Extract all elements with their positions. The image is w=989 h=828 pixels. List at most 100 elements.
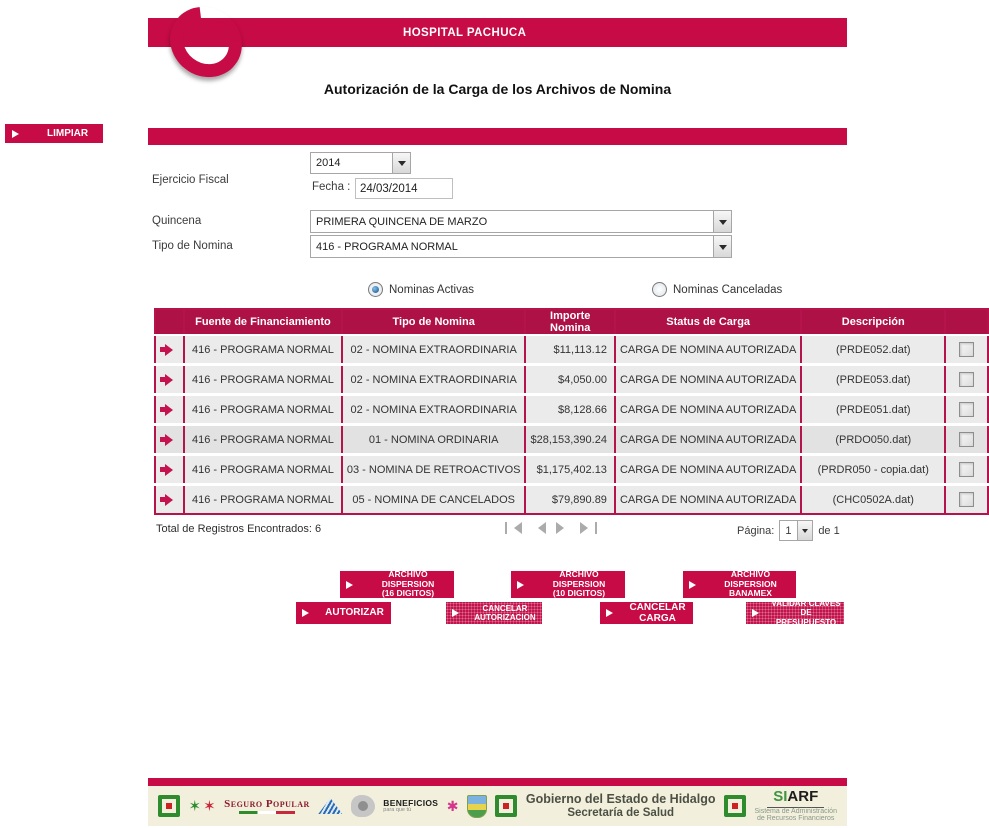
chevron-down-icon [718, 244, 727, 254]
prev-page-icon[interactable] [532, 522, 546, 534]
archivo-dispersion-10-button[interactable]: ARCHIVO DISPERSION (10 DIGITOS) [511, 568, 625, 599]
health-brackets-logo-icon [495, 795, 518, 817]
row-arrow-icon[interactable] [160, 403, 179, 416]
row-arrow-icon[interactable] [160, 463, 179, 476]
year-value: 2014 [316, 157, 341, 169]
tipo-nomina-select[interactable]: 416 - PROGRAMA NORMAL [310, 235, 732, 258]
pagina-label: Página: [737, 524, 775, 537]
row-arrow-icon[interactable] [160, 433, 179, 446]
autorizar-button[interactable]: AUTORIZAR [296, 602, 391, 624]
row-arrow-icon[interactable] [160, 373, 179, 386]
header-tipo: Tipo de Nomina [341, 309, 527, 336]
cell-importe: $8,128.66 [525, 394, 616, 426]
health-brackets-logo-icon [724, 795, 746, 817]
siarf-logo: SIARF Sistema de Administración de Recur… [754, 788, 836, 823]
page-title: Autorización de la Carga de los Archivos… [323, 81, 672, 97]
cell-descripcion: (PRDE051.dat) [801, 394, 947, 426]
siarf-wordmark: SIARF [767, 788, 825, 808]
cell-fuente: 416 - PROGRAMA NORMAL [184, 364, 343, 396]
year-select[interactable]: 2014 [310, 152, 411, 174]
nominas-activas-label: Nominas Activas [389, 283, 475, 296]
archivo-dispersion-banamex-button[interactable]: ARCHIVO DISPERSION BANAMEX [683, 569, 796, 598]
dropdown-button[interactable] [392, 153, 410, 173]
cell-tipo: 02 - NOMINA EXTRAORDINARIA [341, 335, 527, 366]
fecha-label: Fecha : [312, 181, 351, 193]
row-checkbox[interactable] [959, 462, 975, 477]
button-arrow-icon [689, 580, 700, 589]
cell-tipo: 02 - NOMINA EXTRAORDINARIA [341, 364, 527, 396]
seguro-popular-logo: Seguro Popular [224, 798, 310, 814]
cell-fuente: 416 - PROGRAMA NORMAL [184, 394, 343, 426]
button-label: ARCHIVO DISPERSION (16 DIGITOS) [381, 568, 435, 599]
logo-ring [155, 0, 257, 92]
table-row: 416 - PROGRAMA NORMAL 03 - NOMINA DE RET… [155, 454, 988, 486]
button-label: ARCHIVO DISPERSION (10 DIGITOS) [552, 568, 606, 599]
cancelar-autorizacion-button[interactable]: CANCELAR AUTORIZACION [446, 602, 542, 624]
pager [505, 522, 597, 534]
first-page-icon[interactable] [505, 522, 522, 534]
button-label: AUTORIZAR [325, 607, 384, 619]
tipo-nomina-label: Tipo de Nomina [152, 240, 233, 252]
header-check-col [945, 309, 988, 336]
cell-tipo: 02 - NOMINA EXTRAORDINARIA [341, 394, 527, 426]
cell-status: CARGA DE NOMINA AUTORIZADA [614, 335, 803, 366]
validar-claves-button[interactable]: VALIDAR CLAVES DE PRESUPUESTO [746, 599, 844, 627]
limpiar-button[interactable]: LIMPIAR [5, 124, 103, 143]
row-arrow-icon[interactable] [160, 493, 179, 506]
cell-tipo: 05 - NOMINA DE CANCELADOS [341, 484, 527, 514]
next-page-icon[interactable] [556, 522, 570, 534]
button-label: CANCELAR CARGA [629, 601, 686, 625]
ejercicio-fiscal-label: Ejercicio Fiscal [152, 174, 229, 186]
beneficios-star-icon: ✱ [446, 798, 459, 814]
seguro-popular-label: Seguro Popular [224, 798, 310, 810]
page-value: 1 [785, 524, 792, 537]
button-arrow-icon [12, 129, 23, 138]
dropdown-button[interactable] [713, 211, 731, 232]
header-status: Status de Carga [614, 309, 803, 336]
cell-descripcion: (PRDO050.dat) [801, 424, 947, 456]
footer-band: ✶ ✶ Seguro Popular BENEFICIOS para que tú… [148, 786, 847, 826]
form-header-strip [148, 128, 847, 145]
quincena-select[interactable]: PRIMERA QUINCENA DE MARZO [310, 210, 732, 233]
page-group: Página: 1 de 1 [737, 520, 840, 541]
cell-status: CARGA DE NOMINA AUTORIZADA [614, 364, 803, 396]
cell-importe: $1,175,402.13 [525, 454, 616, 486]
button-arrow-icon [346, 580, 357, 589]
page-select[interactable]: 1 [779, 520, 814, 541]
dropdown-button[interactable] [797, 521, 813, 540]
radio-nominas-activas[interactable]: Nominas Activas [368, 282, 474, 297]
button-arrow-icon [752, 609, 763, 617]
cell-descripcion: (PRDE053.dat) [801, 364, 947, 396]
dropdown-button[interactable] [713, 236, 731, 257]
cell-status: CARGA DE NOMINA AUTORIZADA [614, 424, 803, 456]
gobierno-line1: Gobierno del Estado de Hidalgo [525, 792, 716, 807]
last-page-icon[interactable] [580, 522, 597, 534]
archivo-dispersion-16-button[interactable]: ARCHIVO DISPERSION (16 DIGITOS) [340, 568, 454, 599]
row-checkbox[interactable] [959, 372, 975, 387]
cell-tipo: 03 - NOMINA DE RETROACTIVOS [341, 454, 527, 486]
nomina-table: Fuente de Financiamiento Tipo de Nomina … [154, 308, 989, 515]
row-checkbox[interactable] [959, 492, 975, 507]
beneficios-logo: BENEFICIOS para que tú [383, 799, 438, 813]
radio-unselected-icon [652, 282, 667, 297]
cancelar-carga-button[interactable]: CANCELAR CARGA [600, 602, 693, 624]
row-checkbox[interactable] [959, 402, 975, 417]
fecha-input[interactable] [355, 178, 453, 199]
beneficios-sub-label: para que tú [383, 806, 412, 813]
siarf-sub-line2: de Recursos Financieros [757, 815, 835, 823]
gobierno-line2: Secretaría de Salud [567, 806, 675, 819]
row-checkbox[interactable] [959, 342, 975, 357]
cell-fuente: 416 - PROGRAMA NORMAL [184, 454, 343, 486]
header-arrow-col [155, 309, 185, 336]
row-checkbox[interactable] [959, 432, 975, 447]
health-brackets-logo-icon [158, 795, 180, 817]
cell-status: CARGA DE NOMINA AUTORIZADA [614, 454, 803, 486]
cell-importe: $11,113.12 [525, 335, 616, 366]
radio-nominas-canceladas[interactable]: Nominas Canceladas [652, 282, 782, 297]
button-arrow-icon [302, 609, 313, 617]
button-label: VALIDAR CLAVES DE PRESUPUESTO [771, 599, 841, 627]
limpiar-label: LIMPIAR [47, 128, 89, 139]
dancing-figures-icon: ✶ ✶ [188, 797, 216, 815]
hidalgo-map-seal-icon [350, 795, 375, 817]
row-arrow-icon[interactable] [160, 343, 179, 356]
